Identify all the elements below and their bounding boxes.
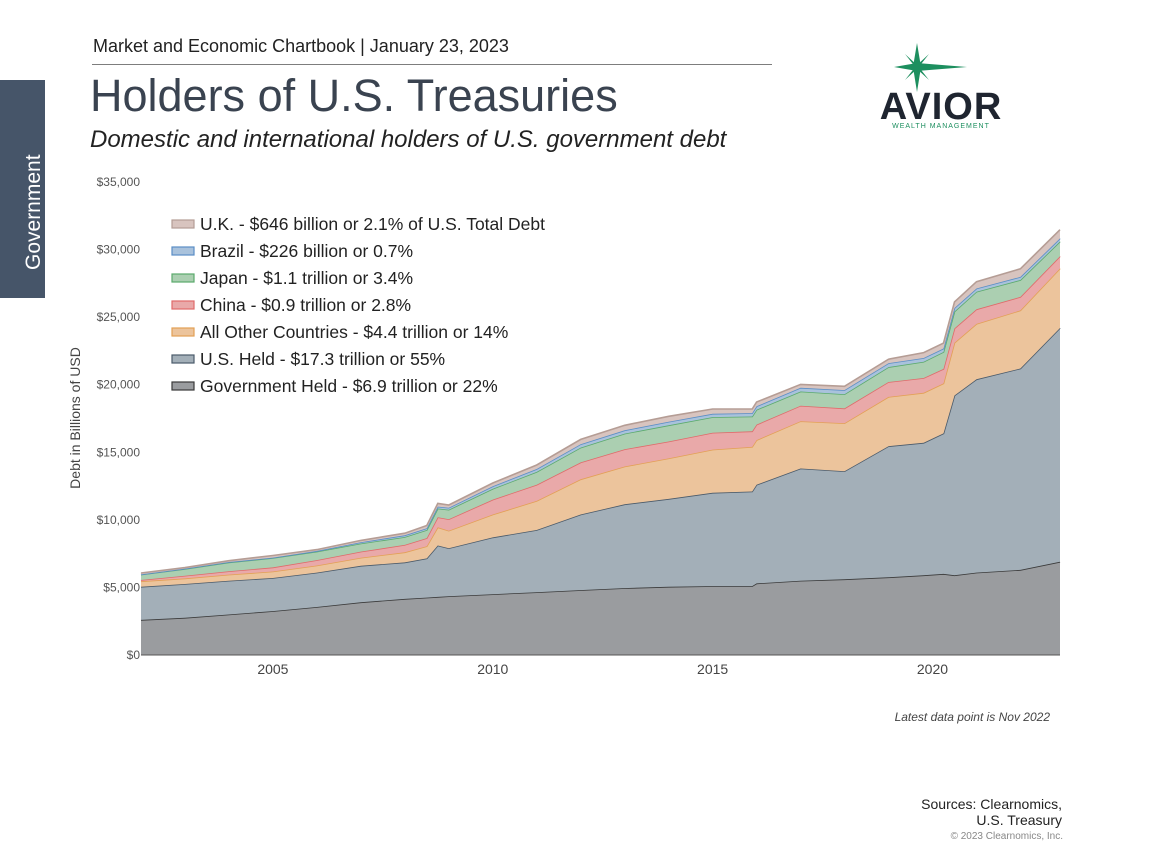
header-divider <box>92 64 772 65</box>
star-icon <box>894 43 967 92</box>
x-tick-label: 2005 <box>257 661 288 677</box>
y-tick-label: $0 <box>127 648 141 662</box>
y-tick-label: $10,000 <box>97 513 141 527</box>
chart-legend: U.K. - $646 billion or 2.1% of U.S. Tota… <box>171 214 545 396</box>
legend-swatch <box>171 381 195 391</box>
chartbook-header: Market and Economic Chartbook | January … <box>93 36 509 56</box>
y-axis-label: Debt in Billions of USD <box>67 347 83 489</box>
legend-swatch <box>171 246 195 256</box>
legend-swatch <box>171 219 195 229</box>
legend-swatch <box>171 354 195 364</box>
company-logo: AVIOR WEALTH MANAGEMENT <box>880 43 1003 130</box>
legend-label: China - $0.9 trillion or 2.8% <box>200 295 411 315</box>
x-tick-label: 2020 <box>917 661 948 677</box>
x-tick-label: 2015 <box>697 661 728 677</box>
logo-wordmark: AVIOR <box>880 86 1003 128</box>
legend-label: U.S. Held - $17.3 trillion or 55% <box>200 349 445 369</box>
y-tick-label: $20,000 <box>97 378 141 392</box>
series-line-6 <box>140 229 1061 574</box>
page-subtitle: Domestic and international holders of U.… <box>90 126 727 153</box>
sources: Sources: Clearnomics, U.S. Treasury <box>900 796 1062 828</box>
y-tick-label: $5,000 <box>103 580 140 594</box>
sources-line-2: U.S. Treasury <box>976 812 1062 828</box>
legend-label: U.K. - $646 billion or 2.1% of U.S. Tota… <box>200 214 545 234</box>
data-note: Latest data point is Nov 2022 <box>894 710 1050 724</box>
logo-tagline: WEALTH MANAGEMENT <box>892 123 990 130</box>
section-tab: Government <box>0 80 45 298</box>
y-tick-label: $15,000 <box>97 445 141 459</box>
axes: $0 $5,000 $10,000 $15,000 $20,000 $25,000 $30,… <box>67 175 1060 677</box>
y-tick-label: $35,000 <box>97 175 141 189</box>
legend-label: Government Held - $6.9 trillion or 22% <box>200 376 498 396</box>
legend-swatch <box>171 300 195 310</box>
x-tick-label: 2010 <box>477 661 508 677</box>
area-series-2 <box>141 268 1060 587</box>
legend-swatch <box>171 327 195 337</box>
legend-label: Brazil - $226 billion or 0.7% <box>200 241 413 261</box>
copyright: © 2023 Clearnomics, Inc. <box>950 831 1063 842</box>
area-layers <box>140 229 1061 655</box>
sources-line-1: Sources: Clearnomics, <box>921 796 1062 812</box>
legend-swatch <box>171 273 195 283</box>
legend-label: All Other Countries - $4.4 trillion or 1… <box>200 322 508 342</box>
page-title: Holders of U.S. Treasuries <box>90 70 618 121</box>
area-series-1 <box>141 328 1060 620</box>
legend-label: Japan - $1.1 trillion or 3.4% <box>200 268 413 288</box>
y-tick-label: $25,000 <box>97 310 141 324</box>
area-series-0 <box>141 561 1060 655</box>
y-tick-label: $30,000 <box>97 243 141 257</box>
